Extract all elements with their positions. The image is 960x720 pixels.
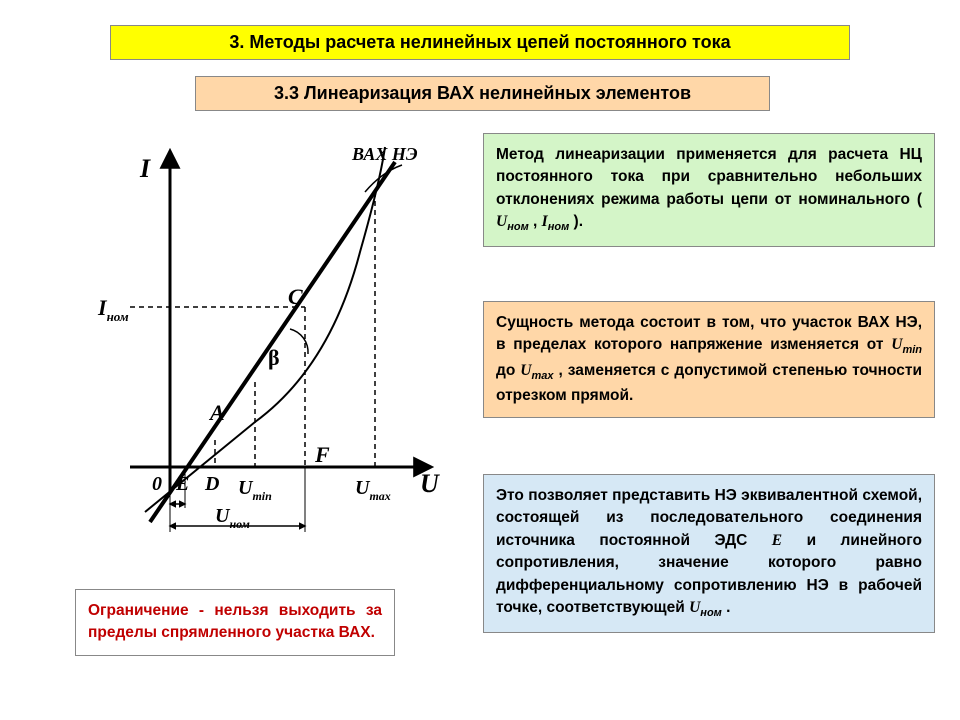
text: ). [574, 213, 583, 230]
var-Umax: U [520, 362, 531, 379]
note-limitation: Ограничение - нельзя выходить за пределы… [75, 589, 395, 656]
text: . [726, 599, 730, 616]
sub-min: min [902, 345, 922, 357]
origin-label: 0 [152, 473, 162, 495]
Unom-label: Uном [215, 505, 250, 531]
var-Unom: U [689, 599, 700, 616]
text: Сущность метода состоит в том, что участ… [496, 314, 922, 353]
vax-curve [145, 147, 385, 512]
axis-U-label: U [420, 469, 440, 498]
section-title: 3. Методы расчета нелинейных цепей посто… [110, 25, 850, 60]
text: Метод линеаризации применяется для расче… [496, 146, 922, 208]
pt-E: E [175, 473, 189, 495]
pt-F: F [314, 442, 330, 467]
Umin-label: Umin [238, 477, 272, 503]
sub-nom: ном [548, 222, 570, 234]
subsection-title: 3.3 Линеаризация ВАХ нелинейных элементо… [195, 76, 770, 111]
pt-C: C [288, 284, 303, 309]
beta-arc [290, 329, 308, 354]
var-Umin: U [891, 336, 902, 353]
Umax-label: Umax [355, 477, 391, 503]
pt-D: D [204, 473, 219, 495]
text: до [496, 362, 520, 379]
text: , заменяется с допустимой степенью точно… [496, 362, 922, 404]
var-U: U [496, 213, 507, 230]
note-equivalent: Это позволяет представить НЭ эквивалентн… [483, 474, 935, 633]
note-essence: Сущность метода состоит в том, что участ… [483, 301, 935, 418]
axis-I-label: I [139, 154, 151, 183]
sub-max: max [531, 370, 553, 382]
vax-graph: ВАХ НЭ β A C F D E 0 I U Iном Umin Umax … [60, 132, 450, 552]
sub-nom: ном [700, 607, 722, 619]
beta-label: β [268, 345, 280, 370]
sub-nom: ном [507, 222, 529, 234]
note-method: Метод линеаризации применяется для расче… [483, 133, 935, 247]
pt-A: A [208, 400, 225, 425]
var-E: E [772, 532, 782, 549]
text: , [533, 213, 542, 230]
vax-label: ВАХ НЭ [351, 144, 418, 164]
Inom-label: Iном [97, 295, 129, 324]
